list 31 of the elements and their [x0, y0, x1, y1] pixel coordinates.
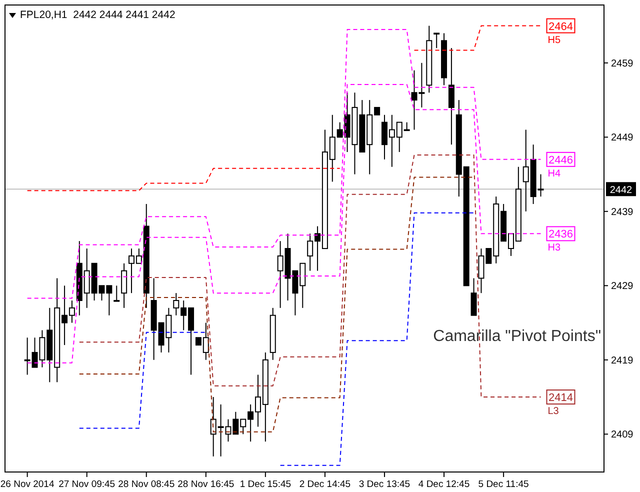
candlestick	[448, 48, 454, 146]
x-tick-label: 28 Nov 16:45	[178, 479, 234, 490]
candlestick	[121, 262, 128, 308]
ref-line-label: 2442	[610, 185, 633, 196]
data-label: 2446	[548, 154, 573, 166]
x-tick-label: 26 Nov 2014	[0, 479, 54, 490]
y-tick-label: 2459	[611, 58, 634, 70]
candlestick	[114, 285, 120, 302]
x-tick-label: 2 Dec 14:45	[299, 479, 351, 490]
legend-label: H4	[548, 168, 561, 180]
x-tick-label: 4 Dec 12:45	[418, 479, 470, 490]
x-tick-label: 5 Dec 11:45	[478, 479, 529, 490]
candlestick	[470, 278, 477, 316]
x-tick-label: 27 Nov 09:45	[58, 479, 116, 490]
y-tick-label: 2449	[611, 132, 634, 144]
x-tick-label: 3 Dec 13:45	[358, 479, 410, 490]
legend-label: L3	[548, 406, 560, 418]
x-tick-label: 28 Nov 08:45	[118, 479, 175, 490]
annotation: Camarilla "Pivot Points"	[433, 328, 601, 346]
y-tick-label: 2439	[611, 206, 634, 218]
legend-label: H3	[548, 242, 561, 254]
data-label: 2436	[548, 228, 573, 241]
y-tick-label: 2409	[611, 430, 634, 441]
y-tick-label: 2419	[611, 355, 634, 366]
candlestick	[434, 32, 440, 49]
y-tick-label: 2429	[611, 281, 634, 292]
chart-title: FPL20,H1 2442 2444 2441 2442	[20, 9, 176, 21]
legend-label: H5	[548, 34, 561, 46]
data-label: 2414	[548, 392, 573, 404]
x-tick-label: 1 Dec 15:45	[240, 479, 292, 490]
data-label: 2464	[548, 20, 573, 33]
